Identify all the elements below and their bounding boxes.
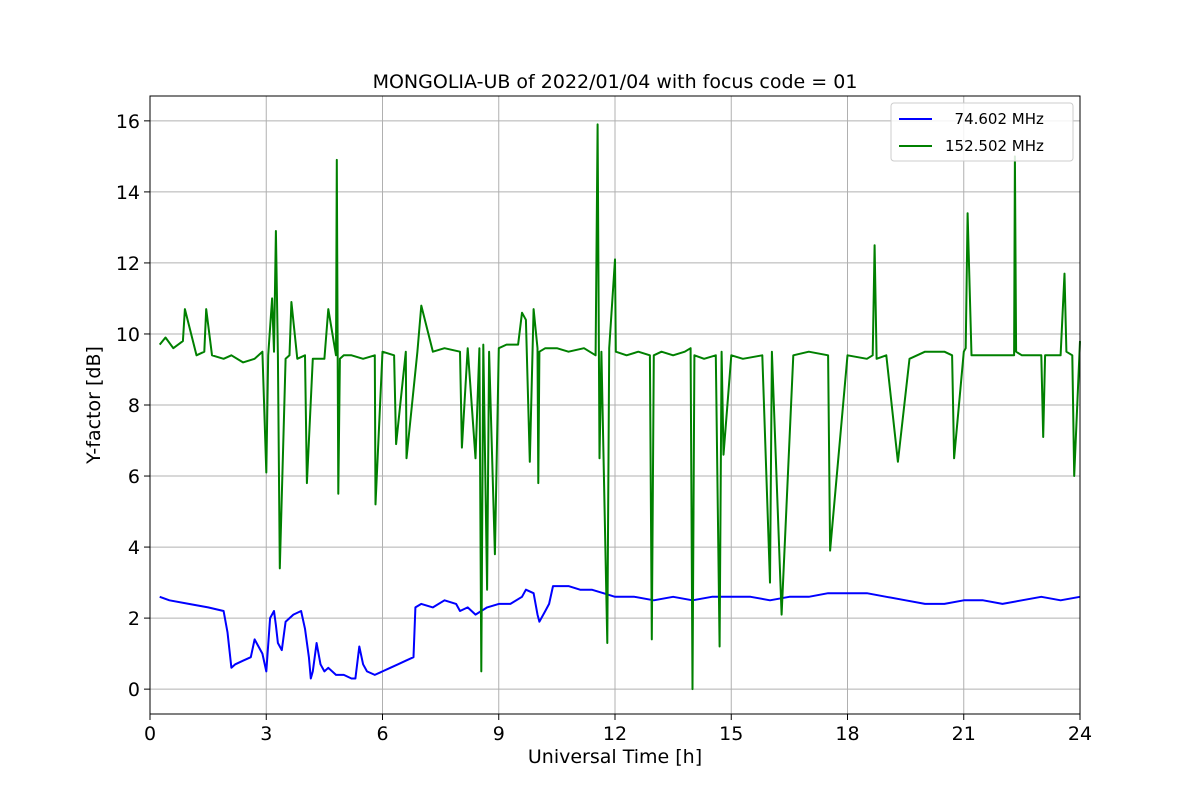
y-tick-label: 6 xyxy=(128,466,140,488)
y-tick-label: 8 xyxy=(128,395,140,417)
x-tick-label: 6 xyxy=(376,723,388,745)
y-tick-label: 10 xyxy=(116,324,140,346)
legend: 74.602 MHz 152.502 MHz xyxy=(890,102,1074,162)
y-tick-label: 4 xyxy=(128,537,140,559)
y-tick-label: 16 xyxy=(116,111,140,133)
x-tick-label: 0 xyxy=(144,723,156,745)
y-tick-label: 12 xyxy=(116,253,140,275)
x-tick-label: 21 xyxy=(952,723,976,745)
legend-box xyxy=(890,102,1074,162)
x-tick-label: 15 xyxy=(719,723,743,745)
x-tick-label: 18 xyxy=(835,723,859,745)
x-tick-label: 9 xyxy=(493,723,505,745)
y-tick-label: 14 xyxy=(116,182,140,204)
x-tick-label: 12 xyxy=(603,723,627,745)
y-axis-label: Y-factor [dB] xyxy=(83,346,105,465)
series-line-2 xyxy=(158,123,1081,691)
x-tick-label: 3 xyxy=(260,723,272,745)
legend-label-series-1: 74.602 MHz xyxy=(945,110,1044,128)
y-tick-label: 0 xyxy=(128,679,140,701)
series-layer xyxy=(158,123,1081,691)
y-tick-label: 2 xyxy=(128,608,140,630)
chart-title: MONGOLIA-UB of 2022/01/04 with focus cod… xyxy=(373,71,858,93)
series-line-1 xyxy=(159,585,1081,680)
x-tick-label: 24 xyxy=(1068,723,1092,745)
x-axis-label: Universal Time [h] xyxy=(528,746,702,768)
legend-label-series-2: 152.502 MHz xyxy=(945,137,1044,155)
